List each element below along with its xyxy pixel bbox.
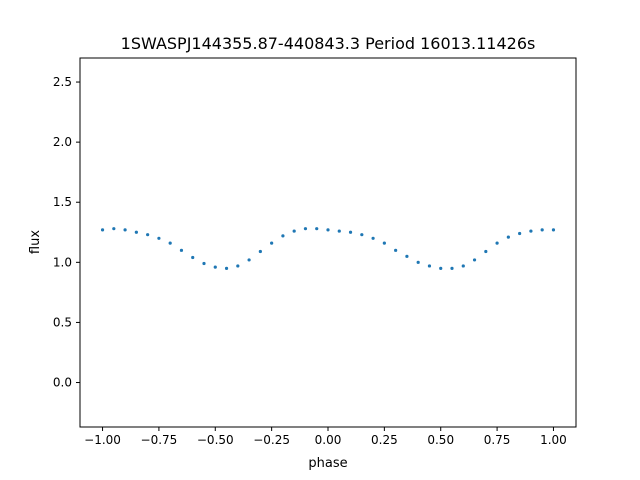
data-point [484, 249, 488, 254]
y-tick-label: 1.5 [53, 195, 72, 209]
data-point [168, 241, 172, 245]
data-point [315, 227, 319, 231]
data-point [405, 254, 409, 258]
x-tick-label: −1.00 [84, 433, 121, 447]
y-tick-label: 2.5 [53, 75, 72, 89]
data-point [236, 264, 240, 268]
data-point [416, 260, 420, 264]
data-point [540, 228, 544, 232]
data-point [112, 227, 116, 231]
data-point [326, 228, 330, 232]
y-tick-label: 2.0 [53, 135, 72, 149]
data-point [303, 227, 308, 231]
data-point [123, 228, 127, 232]
data-point [281, 234, 285, 238]
data-point [191, 255, 195, 260]
y-axis-label: flux [28, 230, 43, 254]
x-tick-label: 0.75 [484, 433, 511, 447]
data-point [292, 229, 296, 233]
data-point [461, 264, 465, 268]
y-tick-label: 0.0 [53, 376, 72, 390]
x-tick-label: 0.00 [315, 433, 342, 447]
data-point [371, 236, 375, 240]
data-point [258, 249, 262, 254]
data-point [360, 233, 364, 237]
data-point [179, 248, 184, 252]
data-point [348, 230, 353, 234]
scatter-points [100, 227, 556, 270]
x-tick-label: 1.00 [540, 433, 567, 447]
data-point [506, 235, 510, 239]
data-point [439, 266, 443, 270]
data-point [518, 231, 522, 236]
data-point [146, 233, 150, 237]
x-tick-label: −0.25 [253, 433, 290, 447]
x-tick-label: −0.75 [141, 433, 178, 447]
data-point [337, 229, 341, 233]
data-point [100, 228, 105, 232]
data-point [495, 241, 499, 245]
data-point [394, 248, 398, 252]
data-point [134, 230, 138, 234]
data-point [450, 266, 454, 270]
chart-title: 1SWASPJ144355.87-440843.3 Period 16013.1… [121, 34, 536, 53]
data-point [551, 228, 556, 232]
data-point [529, 229, 533, 233]
x-axis-label: phase [308, 456, 347, 471]
data-point [382, 241, 386, 245]
data-point [157, 236, 161, 240]
data-point [213, 265, 217, 269]
x-tick-label: 0.25 [371, 433, 398, 447]
data-point [270, 241, 274, 245]
y-tick-label: 0.5 [53, 315, 72, 329]
data-point [202, 261, 206, 266]
y-axis: 0.0 0.5 1.0 1.5 2.0 2.5 [53, 75, 80, 390]
data-point [247, 258, 251, 262]
x-tick-label: −0.50 [197, 433, 234, 447]
data-point [472, 258, 477, 262]
x-tick-label: 0.50 [427, 433, 454, 447]
data-point [427, 264, 432, 268]
x-axis: −1.00 −0.75 −0.50 −0.25 0.00 0.25 0.50 0.75 1.00 [84, 427, 567, 447]
y-tick-label: 1.0 [53, 255, 72, 269]
data-point [224, 266, 229, 270]
